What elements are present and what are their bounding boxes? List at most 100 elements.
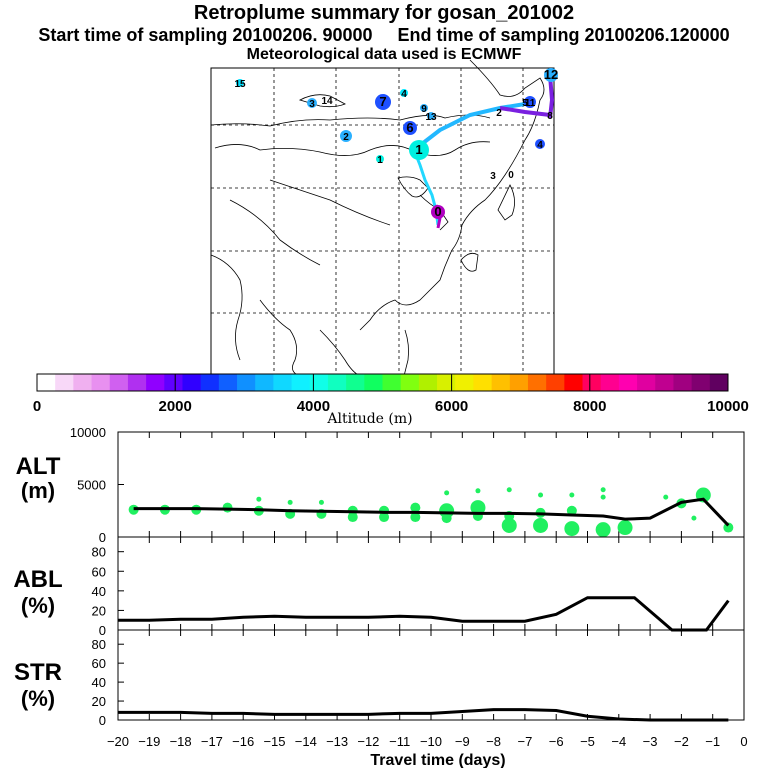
colorbar-tick-label: 10000: [707, 398, 749, 415]
scatter-point: [617, 520, 633, 536]
scatter-point: [595, 522, 611, 538]
scatter-point: [444, 490, 450, 496]
x-tick-label: −14: [295, 734, 317, 749]
y-tick-label: 20: [92, 694, 106, 709]
map-coastline: [359, 249, 453, 331]
trajectory-marker: [420, 104, 428, 112]
scatter-point: [506, 487, 512, 493]
colorbar-swatch: [418, 374, 438, 391]
marker-label: 1: [415, 142, 422, 157]
scatter-point: [222, 502, 233, 513]
sampling-times: Start time of sampling 20100206. 90000 E…: [38, 25, 730, 45]
scatter-point: [600, 487, 606, 493]
trajectory-marker: [427, 112, 435, 120]
scatter-point: [723, 522, 734, 533]
trajectory-marker: [376, 155, 384, 163]
colorbar-swatch: [91, 374, 111, 391]
colorbar-swatch: [182, 374, 202, 391]
marker-label: 4: [401, 89, 407, 100]
scatter-point: [566, 505, 577, 516]
marker-label: 15: [234, 79, 246, 90]
marker-label: 0: [508, 170, 514, 181]
colorbar-swatch: [237, 374, 256, 391]
colorbar-swatch: [127, 374, 147, 391]
colorbar-axis-label: Altitude (m): [326, 411, 412, 427]
trajectory-marker: [375, 94, 391, 110]
series-line: [118, 596, 730, 632]
map-coastline: [403, 329, 409, 377]
colorbar-swatch: [491, 374, 511, 391]
scatter-point: [410, 502, 421, 513]
scatter-point: [600, 494, 606, 500]
scatter-point: [439, 503, 455, 519]
scatter-point: [538, 492, 544, 498]
colorbar-swatch: [73, 374, 93, 391]
trajectory-line-northeast: [412, 102, 526, 152]
colorbar-swatch: [327, 374, 347, 391]
scatter-point: [287, 499, 293, 505]
y-tick-label: 0: [99, 713, 106, 728]
colorbar-swatch: [637, 374, 656, 391]
marker-label: 13: [425, 112, 437, 123]
colorbar-swatch: [218, 374, 238, 391]
marker-label: 11: [525, 98, 536, 109]
scatter-point: [318, 499, 324, 505]
x-axis: −20 −19 −18 −17 −16 −15 −14 −13 −12 −11 −10 −9 −8 −7−…: [107, 734, 748, 768]
x-tick-label: −19: [138, 734, 160, 749]
y-tick-label: 0: [99, 623, 106, 638]
scatter-point: [470, 500, 486, 516]
trajectory-marker: [307, 98, 317, 108]
y-tick-label: 80: [92, 545, 106, 560]
x-tick-label: −3: [643, 734, 658, 749]
x-tick-label: −9: [455, 734, 470, 749]
trajectory-marker: [535, 139, 545, 149]
panel-ylabel: ALT: [16, 453, 61, 480]
colorbar-swatch: [346, 374, 365, 391]
x-tick-label: −18: [170, 734, 192, 749]
colorbar-tick-label: 6000: [435, 398, 468, 415]
map-coastline: [298, 94, 346, 108]
x-tick-label: −1: [705, 734, 720, 749]
map-coastline: [469, 59, 545, 101]
panel-ylabel-unit: (%): [21, 593, 55, 618]
y-tick-label: 40: [92, 584, 106, 599]
marker-label: 0: [434, 204, 441, 219]
colorbar-swatch: [437, 374, 456, 391]
scatter-point: [410, 512, 421, 523]
map-coastline: [497, 184, 515, 221]
colorbar-swatch: [600, 374, 620, 391]
x-tick-label: −6: [549, 734, 564, 749]
map-coastline: [259, 299, 301, 377]
scatter-point: [379, 512, 390, 523]
x-tick-label: −20: [107, 734, 129, 749]
map-coastline: [451, 99, 541, 251]
scatter-point: [501, 517, 517, 533]
x-tick-label: −4: [611, 734, 626, 749]
colorbar-swatch: [509, 374, 529, 391]
marker-label: 5: [522, 98, 528, 109]
colorbar-swatch: [655, 374, 674, 391]
colorbar-swatch: [364, 374, 383, 391]
scatter-point: [569, 492, 575, 498]
marker-label: 8: [547, 111, 553, 122]
colorbar-swatch: [473, 374, 493, 391]
panel-ylabel: ABL: [13, 566, 62, 593]
marker-label: 12: [544, 67, 558, 82]
colorbar-swatch: [618, 374, 638, 391]
x-tick-label: −15: [263, 734, 285, 749]
panel-ylabel-unit: (m): [21, 478, 55, 503]
marker-label: 2: [343, 132, 349, 143]
trajectory-marker: [524, 96, 536, 108]
colorbar-swatch: [455, 374, 474, 391]
x-tick-label: 0: [740, 734, 747, 749]
colorbar-tick-label: 8000: [573, 398, 606, 415]
y-tick-label: 80: [92, 637, 106, 652]
colorbar-swatch: [546, 374, 565, 391]
colorbar-swatch: [146, 374, 165, 391]
trajectory-marker: [409, 140, 429, 160]
y-tick-label: 40: [92, 675, 106, 690]
colorbar-swatch: [255, 374, 274, 391]
trajectory-marker: [400, 89, 408, 97]
colorbar-swatch: [564, 374, 584, 391]
